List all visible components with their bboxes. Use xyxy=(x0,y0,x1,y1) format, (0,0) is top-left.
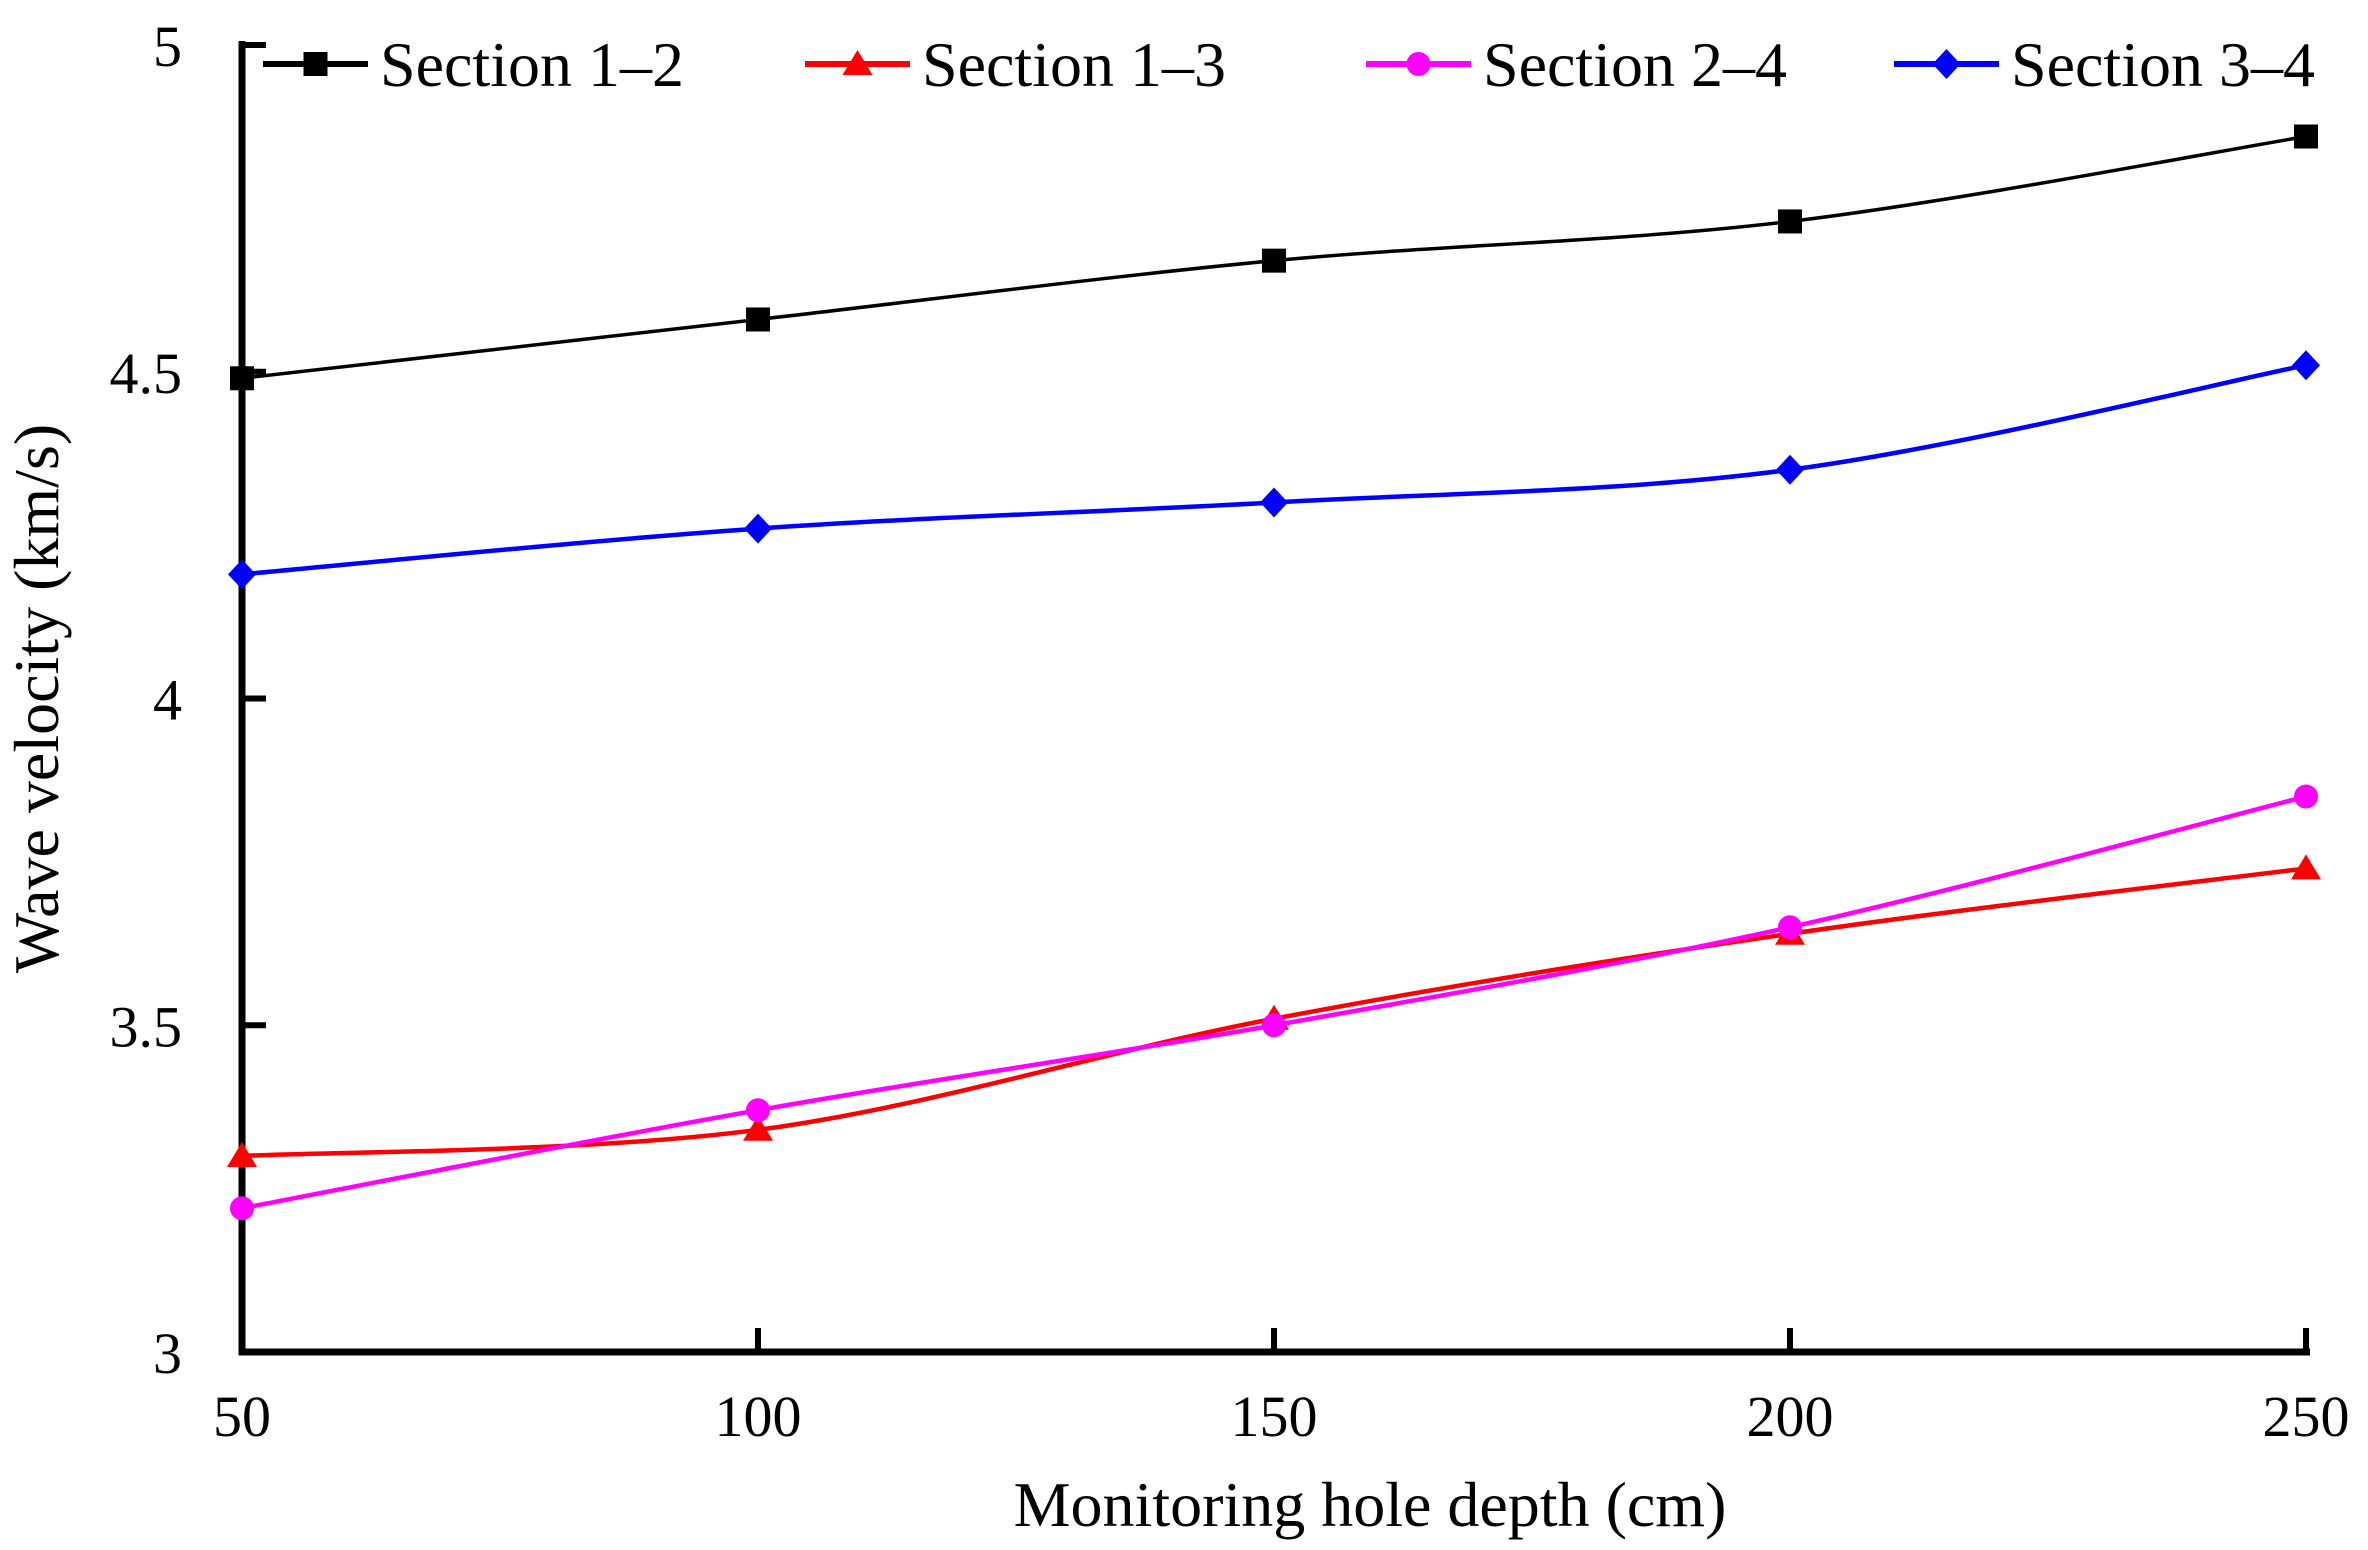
series-line xyxy=(241,363,2307,577)
legend-label: Section 2–4 xyxy=(1483,29,1787,100)
data-point-marker xyxy=(1778,915,1802,940)
data-point-marker xyxy=(2291,854,2321,880)
legend-item-section-3-4: Section 3–4 xyxy=(1894,29,2315,100)
series-section-1-2 xyxy=(230,124,2318,391)
legend-marker-triangle-icon xyxy=(842,50,873,75)
legend: Section 1–2 Section 1–3 Section 2–4 Section… xyxy=(263,29,2315,100)
data-point-marker xyxy=(746,1098,770,1123)
data-point-marker xyxy=(1260,487,1288,518)
legend-label: Section 1–2 xyxy=(380,29,684,100)
y-tick-label: 4 xyxy=(153,668,182,733)
x-tick-label: 250 xyxy=(2263,1384,2350,1449)
data-point-marker xyxy=(2292,350,2320,381)
legend-item-section-2-4: Section 2–4 xyxy=(1366,29,1787,100)
data-point-marker xyxy=(1776,454,1804,485)
series-section-3-4 xyxy=(228,350,2320,590)
y-tick-label: 3.5 xyxy=(110,994,183,1059)
y-tick-label: 5 xyxy=(153,14,182,79)
x-tick-label: 200 xyxy=(1747,1384,1834,1449)
series-section-1-3 xyxy=(227,854,2321,1167)
data-point-marker xyxy=(744,513,772,544)
data-point-marker xyxy=(230,1196,254,1221)
data-point-marker xyxy=(2294,124,2318,149)
y-axis-title: Wave velocity (km/s) xyxy=(1,424,72,973)
data-point-marker xyxy=(230,366,254,391)
series-section-2-4 xyxy=(230,784,2318,1221)
legend-marker-square-icon xyxy=(303,52,328,76)
legend-label: Section 1–3 xyxy=(922,29,1226,100)
data-point-marker xyxy=(1778,209,1802,234)
x-tick-label: 50 xyxy=(213,1384,271,1449)
legend-item-section-1-2: Section 1–2 xyxy=(263,29,684,100)
data-point-marker xyxy=(227,1141,257,1167)
data-point-marker xyxy=(228,559,256,590)
x-tick-label: 100 xyxy=(715,1384,802,1449)
x-axis-title: Monitoring hole depth (cm) xyxy=(1014,1469,1727,1540)
series-line xyxy=(241,794,2307,1211)
legend-item-section-1-3: Section 1–3 xyxy=(805,29,1226,100)
data-point-marker xyxy=(743,1115,773,1141)
y-tick-label: 3 xyxy=(153,1321,182,1386)
x-tick-label: 150 xyxy=(1231,1384,1318,1449)
legend-label: Section 3–4 xyxy=(2011,29,2315,100)
legend-marker-diamond-icon xyxy=(1932,49,1961,79)
legend-marker-circle-icon xyxy=(1406,52,1431,76)
x-axis: 50 100 150 200 250 xyxy=(213,1328,2350,1449)
y-axis: 3 3.5 4 4.5 5 xyxy=(110,14,266,1386)
data-point-marker xyxy=(1262,1013,1286,1038)
data-point-marker xyxy=(746,307,770,332)
data-point-marker xyxy=(2294,784,2318,809)
y-tick-label: 4.5 xyxy=(110,341,183,406)
data-point-marker xyxy=(1262,248,1286,273)
